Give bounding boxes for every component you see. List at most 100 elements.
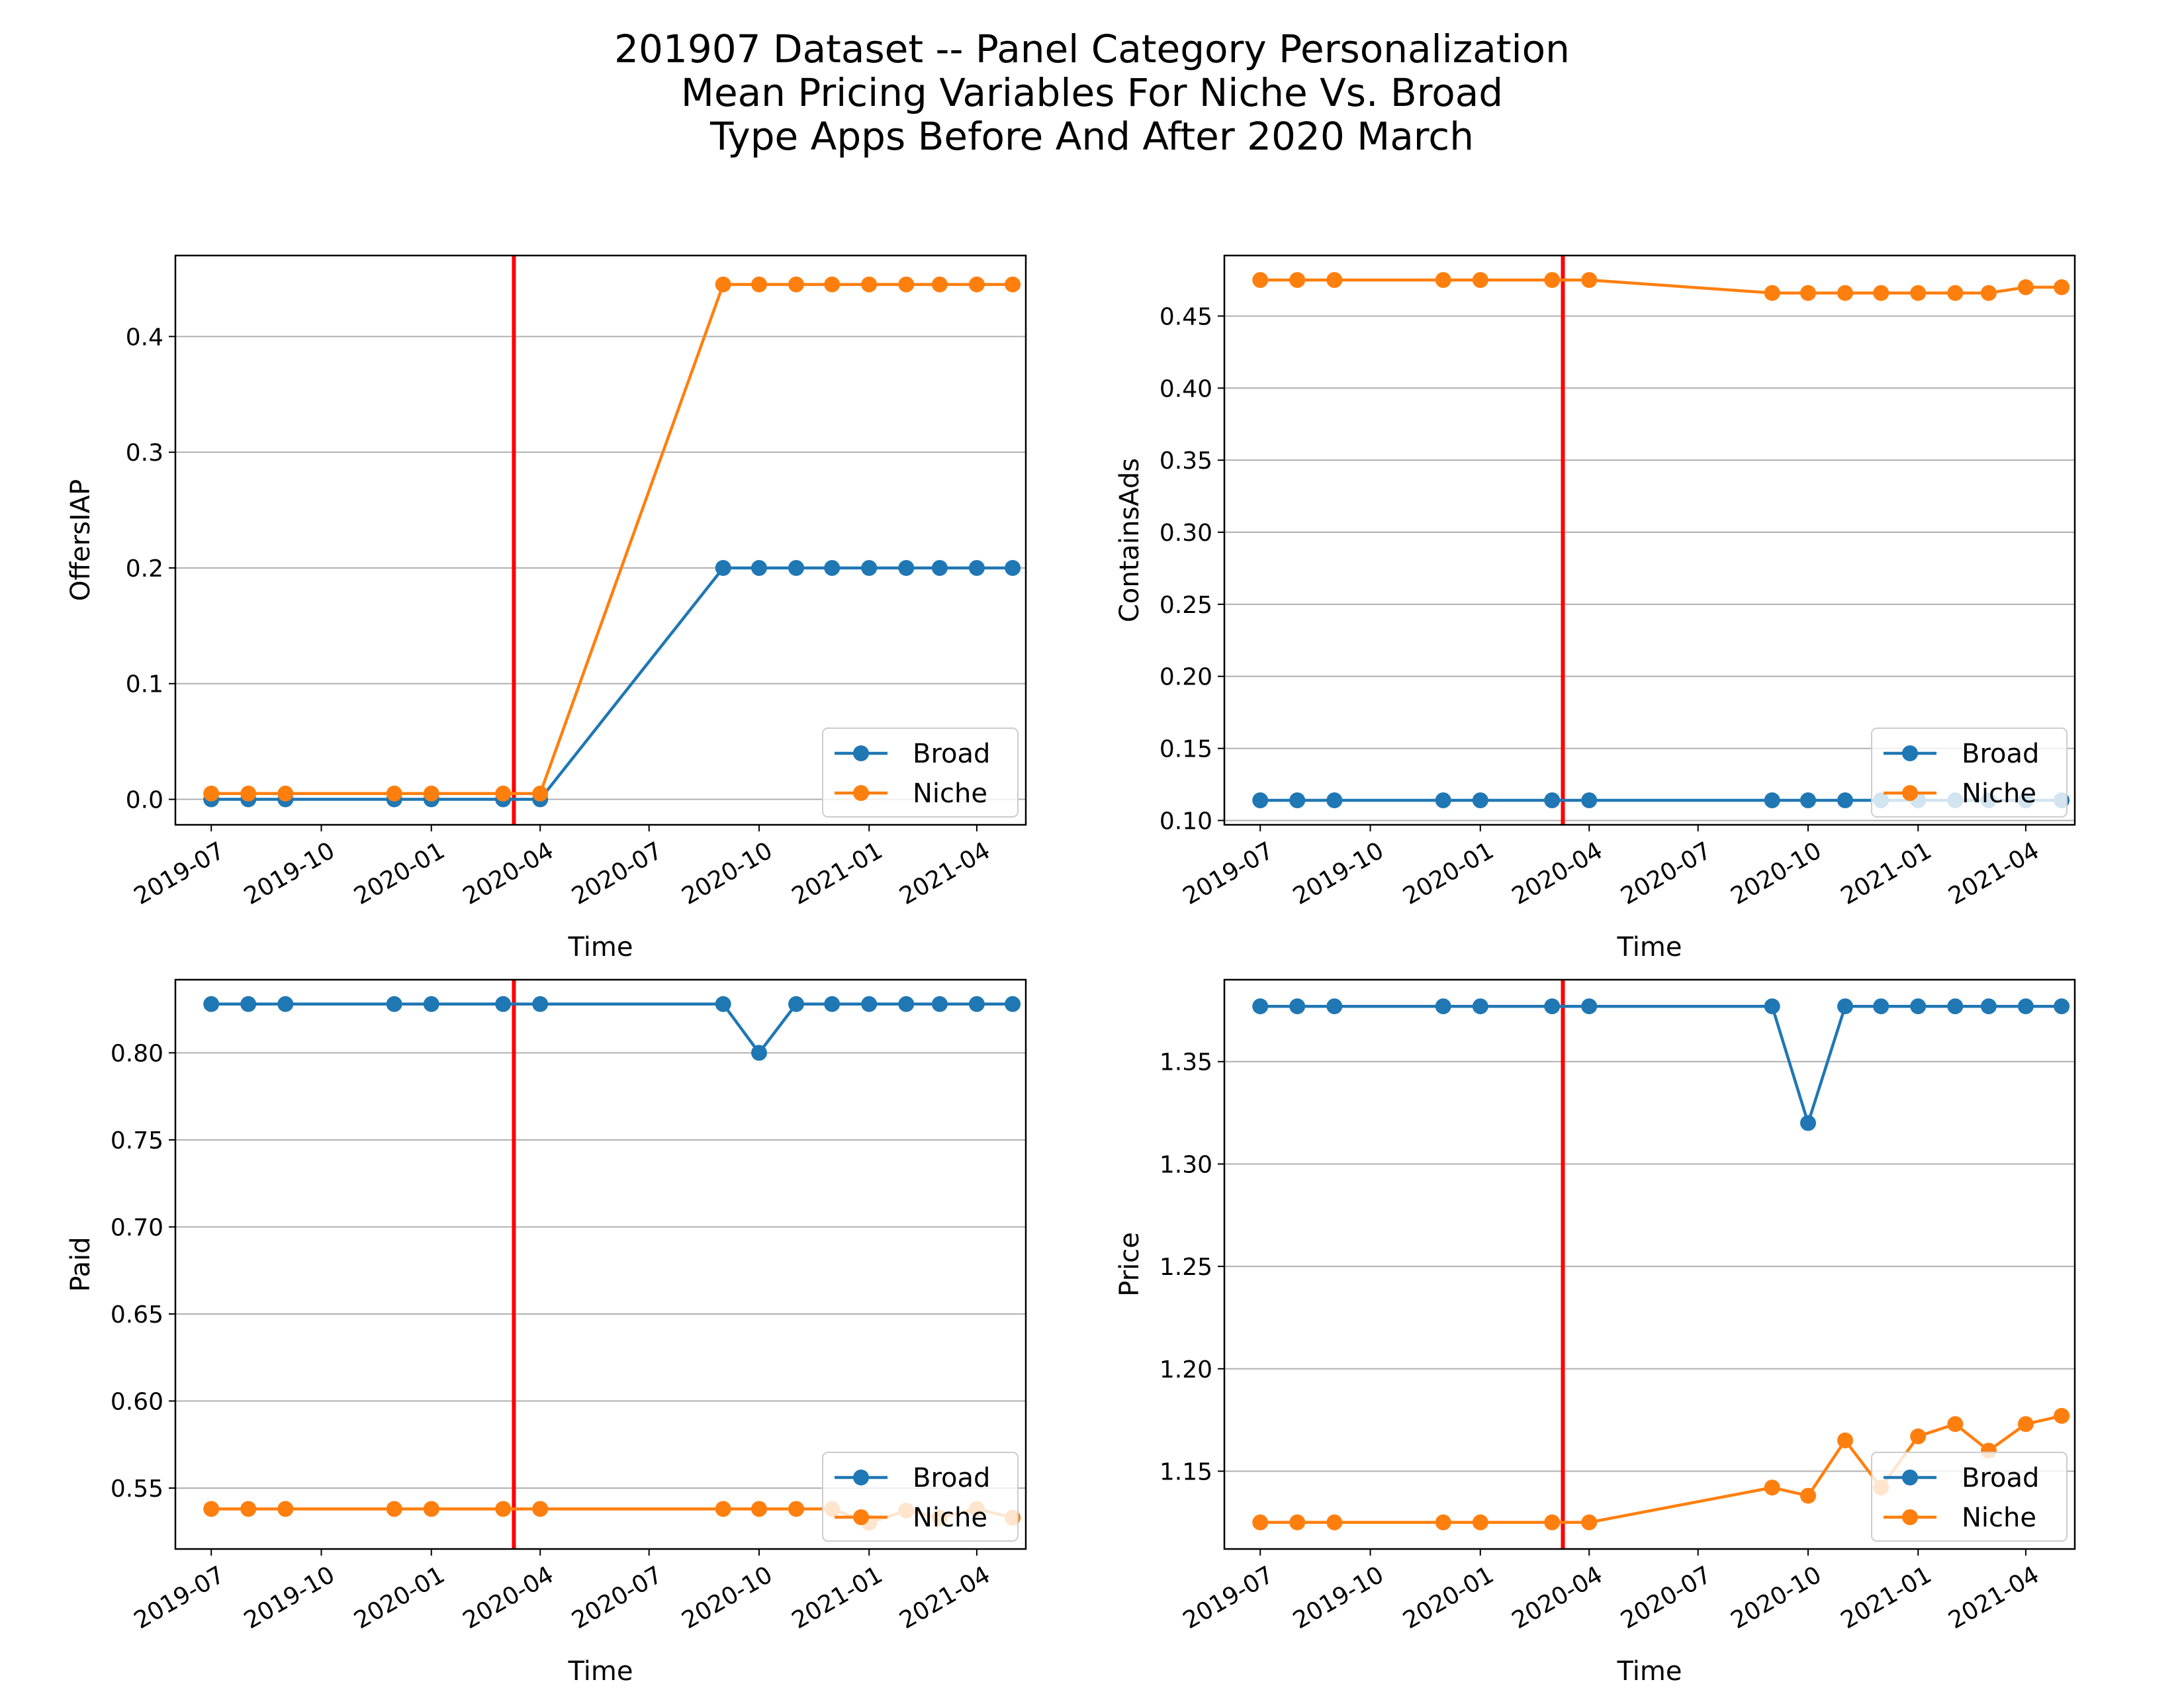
panel-4-series-niche-point-2: [1326, 1514, 1343, 1530]
panel-4-legend: Broad Niche: [1871, 1452, 2068, 1542]
panel-3-ytick-label-1: 0.60: [111, 1388, 163, 1415]
panel-2-series-niche-point-9: [1837, 285, 1853, 301]
panel-1-legend: Broad Niche: [822, 727, 1019, 818]
panel-1-xlabel: Time: [568, 932, 633, 962]
panel-3-xtick-label-3: 2020-04: [459, 1561, 559, 1634]
panel-3-axes-frame: [174, 978, 1027, 1550]
panel-3-series-broad-point-9: [788, 996, 804, 1012]
panel-3-legend-box: [822, 1452, 1019, 1542]
panel-4-legend-niche-label: Niche: [1962, 1503, 2036, 1533]
panel-2-ytick-label-7: 0.45: [1160, 303, 1212, 330]
panel-2-xtick-label-2: 2020-01: [1398, 837, 1498, 910]
panel-1-series-broad-point-10: [824, 560, 841, 576]
panel-3-series-broad-point-15: [1005, 996, 1021, 1012]
panel-4-legend-niche-marker: [1902, 1509, 1918, 1525]
panel-1-ylabel: OffersIAP: [66, 479, 96, 601]
panel-3-series-broad-point-13: [931, 996, 948, 1012]
panel-2-series-niche-point-8: [1800, 285, 1816, 301]
panel-1-ytick-label-2: 0.2: [126, 555, 163, 583]
panel-2-ytick-label-1: 0.15: [1160, 736, 1212, 763]
panel-3-series-niche-point-2: [277, 1501, 294, 1517]
panel-1-series-broad-point-12: [898, 560, 915, 576]
panel-1-series-niche-point-11: [861, 276, 878, 293]
panel-2-series-niche-point-10: [1873, 285, 1889, 301]
panel-2-legend-niche-label: Niche: [1962, 778, 2036, 809]
panel-3-series-niche-point-3: [386, 1501, 402, 1517]
figure-title-line-1: 201907 Dataset -- Panel Category Persona…: [614, 26, 1570, 71]
panel-3-ytick-label-2: 0.65: [111, 1301, 163, 1329]
panel-2-ylabel: ContainsAds: [1115, 458, 1145, 622]
panel-3-series-broad-point-11: [861, 996, 878, 1012]
panel-3-ytick-label-3: 0.70: [111, 1214, 163, 1241]
panel-1-xtick-label-5: 2020-10: [677, 837, 777, 910]
panel-2-series-broad-point-7: [1764, 792, 1780, 808]
panel-2-xtick-label-3: 2020-04: [1508, 837, 1608, 910]
panel-2-series-niche-point-15: [2054, 279, 2070, 295]
panel-1-series-broad-point-9: [788, 560, 804, 576]
panel-2-series-broad-point-5: [1544, 792, 1561, 808]
panel-4-series-niche-point-9: [1837, 1432, 1853, 1448]
panel-3-series-broad-point-0: [203, 996, 220, 1012]
panel-3-xlabel: Time: [568, 1656, 633, 1687]
panel-4-series-broad-point-13: [1980, 998, 1997, 1015]
panel-3-series-broad-point-1: [240, 996, 257, 1012]
panel-1-series-niche-point-3: [386, 785, 402, 802]
panel-2-xlabel: Time: [1617, 932, 1682, 962]
panel-3-series-broad-point-2: [277, 996, 294, 1012]
panel-1-series-broad-point-14: [968, 560, 985, 576]
panel-4-xtick-label-6: 2021-01: [1837, 1561, 1936, 1634]
panel-3-series-broad-point-7: [715, 996, 731, 1012]
panel-4-legend-box: [1871, 1452, 2068, 1542]
panel-2-series-niche-line: [1260, 278, 2062, 295]
panel-1-series-niche-point-14: [968, 276, 985, 293]
panel-2-series-broad-point-6: [1581, 792, 1598, 808]
panel-4-ylabel: Price: [1115, 1232, 1145, 1297]
panel-3-series-niche-point-0: [203, 1501, 220, 1517]
panel-4-series-broad-point-11: [1910, 998, 1927, 1015]
panel-3-series-broad-point-14: [968, 996, 985, 1012]
panel-4-xtick-label-1: 2019-10: [1289, 1561, 1388, 1634]
panel-3-series-broad-point-6: [532, 996, 549, 1012]
panel-4-series-broad-point-14: [2017, 998, 2034, 1015]
panel-2-ytick-label-5: 0.35: [1160, 447, 1212, 475]
panel-3-ylabel: Paid: [66, 1237, 96, 1291]
panel-2-series-broad-point-2: [1326, 792, 1343, 808]
panel-1-series-niche-point-8: [751, 276, 767, 293]
panel-1-legend-broad-marker: [853, 745, 869, 761]
panel-4-legend-broad-marker: [1902, 1470, 1918, 1485]
panel-4-series-niche-point-14: [2017, 1416, 2034, 1432]
panel-1-ytick-label-4: 0.4: [126, 324, 163, 351]
panel-1-series-broad-point-13: [931, 560, 948, 576]
panel-1-series-niche-point-12: [898, 276, 915, 293]
panel-1-series-niche-point-9: [788, 276, 804, 293]
panel-3-legend-broad-marker: [853, 1470, 869, 1485]
panel-1-ytick-label-0: 0.0: [126, 787, 163, 814]
panel-1-series-niche-point-0: [203, 785, 220, 802]
panel-1-xtick-label-2: 2020-01: [349, 837, 449, 910]
panel-1-xtick-label-4: 2020-07: [567, 837, 667, 910]
panel-4-series-niche-point-5: [1544, 1514, 1561, 1530]
panel-4-series-broad-point-12: [1947, 998, 1964, 1015]
panel-4-series-niche-point-0: [1252, 1514, 1269, 1530]
panel-1-series-broad-point-11: [861, 560, 878, 576]
panel-2-legend-broad-label: Broad: [1962, 739, 2039, 769]
panel-2-axes-frame: [1223, 254, 2076, 826]
panel-1-ytick-label-1: 0.1: [126, 671, 163, 698]
panel-2-xtick-label-0: 2019-07: [1179, 837, 1279, 910]
panel-3-series-broad-point-8: [751, 1045, 767, 1061]
panel-3-ytick-label-5: 0.80: [111, 1040, 163, 1067]
panel-1-series-niche-point-15: [1005, 276, 1021, 293]
panel-2-ytick-label-6: 0.40: [1160, 375, 1212, 402]
panel-1-xtick-label-7: 2021-04: [895, 837, 995, 910]
panel-2-series-broad-point-1: [1289, 792, 1306, 808]
panel-1-series-niche-line: [211, 283, 1013, 796]
figure-title-line-3: Type Apps Before And After 2020 March: [709, 114, 1474, 159]
panel-2-legend-broad-marker: [1902, 745, 1918, 761]
panel-3-legend: Broad Niche: [822, 1452, 1019, 1542]
panel-2-series-broad-point-8: [1800, 792, 1816, 808]
panel-3-series-niche-point-1: [240, 1501, 257, 1517]
panel-1-series-niche-point-5: [495, 785, 512, 802]
panel-1-series-broad-point-7: [715, 560, 731, 576]
